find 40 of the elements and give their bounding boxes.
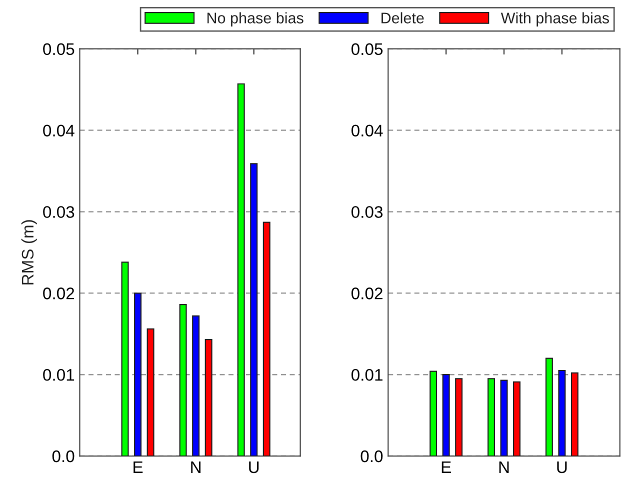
y-tick-label: 0.04 <box>43 124 74 136</box>
legend-label: With phase bias <box>500 12 609 26</box>
y-tick-label: 0.0 <box>52 450 74 462</box>
x-tick-label: U <box>249 461 259 474</box>
bar <box>262 222 270 456</box>
bar <box>250 163 258 456</box>
y-tick-label: 0.01 <box>351 368 382 381</box>
bar <box>442 374 450 456</box>
bar <box>488 378 495 456</box>
bar <box>513 381 520 456</box>
bar <box>192 315 200 456</box>
bar <box>500 380 508 456</box>
bar <box>237 83 245 456</box>
bar <box>558 370 566 456</box>
y-tick-label: 0.05 <box>351 43 383 56</box>
bar <box>204 339 212 456</box>
bar <box>570 372 578 456</box>
x-tick-label: E <box>442 461 451 473</box>
y-tick-label: 0.05 <box>43 43 74 56</box>
bar <box>146 328 154 456</box>
x-tick-label: E <box>134 461 143 473</box>
bar <box>430 370 438 456</box>
y-axis-title: RMS (m) <box>21 220 37 284</box>
bar <box>455 378 463 456</box>
y-tick-label: 0.02 <box>351 288 382 300</box>
x-tick-label: N <box>499 461 509 473</box>
bar <box>179 304 187 456</box>
y-tick-label: 0.01 <box>43 368 74 381</box>
y-tick-label: 0.04 <box>351 124 383 136</box>
bar <box>134 292 142 456</box>
y-tick-label: 0.03 <box>43 206 74 218</box>
bar <box>545 358 553 456</box>
x-tick-label: N <box>191 461 200 473</box>
y-tick-label: 0.03 <box>351 206 383 218</box>
y-tick-label: 0.0 <box>360 450 383 462</box>
bar <box>121 262 129 456</box>
legend-label: No phase bias <box>207 12 304 26</box>
y-tick-label: 0.02 <box>43 288 74 300</box>
legend-label: Delete <box>382 12 424 24</box>
x-tick-label: U <box>557 461 567 474</box>
